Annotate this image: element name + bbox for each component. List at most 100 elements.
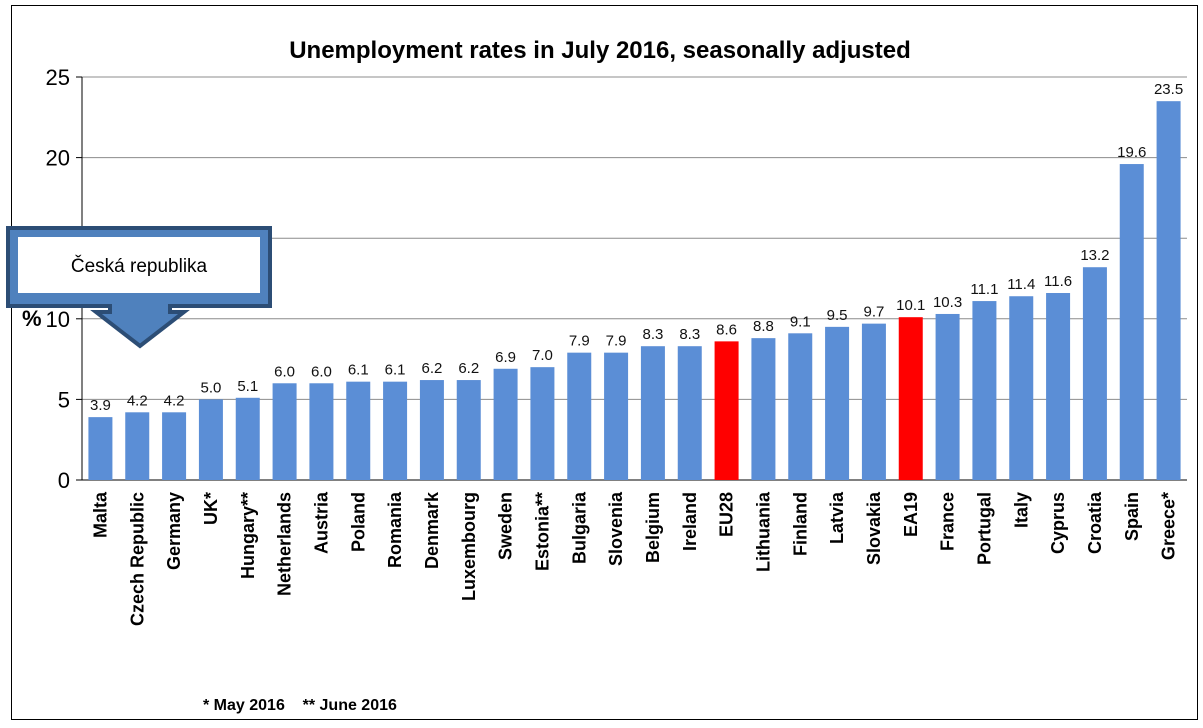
bar-malta xyxy=(88,417,113,480)
bar-croatia xyxy=(1082,267,1107,480)
chart-title: Unemployment rates in July 2016, seasona… xyxy=(289,37,911,64)
bar-netherlands xyxy=(272,383,297,480)
bar-slovenia xyxy=(604,352,629,480)
bar-ireland xyxy=(677,346,702,480)
bar-denmark xyxy=(419,380,444,480)
data-label: 4.2 xyxy=(164,392,185,409)
bar-france xyxy=(935,313,960,480)
bar-spain xyxy=(1119,164,1144,480)
bar-finland xyxy=(788,333,813,480)
x-tick-label: Malta xyxy=(90,491,110,538)
x-tick-label: Belgium xyxy=(643,492,663,563)
data-label: 6.0 xyxy=(274,363,295,380)
x-tick-label: Portugal xyxy=(974,492,994,565)
x-tick-label: Lithuania xyxy=(753,491,773,572)
x-tick-label: Latvia xyxy=(827,491,847,544)
data-label: 6.1 xyxy=(348,362,369,379)
x-tick-label: EU28 xyxy=(717,492,737,537)
data-label: 6.1 xyxy=(385,362,406,379)
x-tick-label: Italy xyxy=(1011,492,1031,528)
x-tick-label: Germany xyxy=(164,492,184,570)
x-tick-label: Romania xyxy=(385,491,405,568)
bar-portugal xyxy=(972,301,997,480)
bars xyxy=(88,101,1181,481)
data-label: 8.3 xyxy=(679,326,700,343)
bar-poland xyxy=(346,381,371,480)
y-tick-label: 25 xyxy=(46,65,70,90)
bar-greece xyxy=(1156,101,1181,481)
y-axis-label: % xyxy=(22,306,42,331)
data-label: 8.3 xyxy=(642,326,663,343)
data-label: 19.6 xyxy=(1117,144,1146,161)
bar-slovakia xyxy=(861,323,886,480)
data-label: 9.7 xyxy=(863,304,884,321)
data-label: 11.6 xyxy=(1044,273,1072,290)
data-label: 5.1 xyxy=(237,378,258,395)
x-tick-label: Slovenia xyxy=(606,491,626,566)
chart-frame xyxy=(11,5,1198,720)
x-tick-label: Cyprus xyxy=(1048,492,1068,554)
x-tick-label: Netherlands xyxy=(275,492,295,596)
data-label: 7.9 xyxy=(569,333,590,350)
data-label: 9.5 xyxy=(827,307,848,324)
data-label: 10.3 xyxy=(933,294,962,311)
bar-cyprus xyxy=(1046,293,1071,480)
x-tick-label: EA19 xyxy=(901,492,921,537)
data-label: 3.9 xyxy=(90,397,111,414)
bar-belgium xyxy=(640,346,665,480)
x-tick-label: Hungary** xyxy=(238,492,258,579)
x-tick-label: Poland xyxy=(348,492,368,552)
data-label: 6.9 xyxy=(495,349,516,366)
bar-ea19 xyxy=(898,317,923,480)
data-label: 5.0 xyxy=(200,379,221,396)
x-tick-label: Sweden xyxy=(496,492,516,560)
data-label: 23.5 xyxy=(1154,81,1183,98)
x-tick-label: Ireland xyxy=(680,492,700,551)
bar-lithuania xyxy=(751,338,776,480)
bar-bulgaria xyxy=(567,352,592,480)
x-tick-label: Greece* xyxy=(1159,492,1179,560)
data-labels: 3.9 4.2 4.2 5.0 5.1 6.0 6.0 6.1 6.1 6.2 6.2 6.9 7.0 7… xyxy=(90,81,1183,414)
footnote: * May 2016 ** June 2016 xyxy=(203,697,397,714)
callout-label: Česká republika xyxy=(71,255,208,277)
data-label: 6.2 xyxy=(421,360,442,377)
x-tick-label: Estonia** xyxy=(532,492,552,571)
bar-hungary xyxy=(235,397,260,480)
x-tick-label: Slovakia xyxy=(864,491,884,565)
y-tick-label: 0 xyxy=(58,468,70,493)
x-tick-label: Denmark xyxy=(422,491,442,569)
x-tick-label: Finland xyxy=(790,492,810,556)
y-tick-label: 20 xyxy=(46,146,70,171)
x-tick-labels: Malta Czech Republic Germany UK* Hungary** Ne… xyxy=(90,491,1178,626)
data-label: 6.0 xyxy=(311,363,332,380)
bar-italy xyxy=(1009,296,1034,480)
y-tick-label: 10 xyxy=(46,307,70,332)
data-label: 10.1 xyxy=(896,297,925,314)
bar-austria xyxy=(309,383,334,480)
data-label: 7.9 xyxy=(606,333,627,350)
x-tick-label: Czech Republic xyxy=(127,492,147,626)
x-tick-label: Croatia xyxy=(1085,491,1105,554)
bar-estonia xyxy=(530,367,555,480)
x-tick-label: Luxembourg xyxy=(459,492,479,601)
x-tick-label: Austria xyxy=(311,491,331,554)
bar-latvia xyxy=(825,326,850,480)
data-label: 4.2 xyxy=(127,392,148,409)
x-tick-label: UK* xyxy=(201,492,221,525)
data-label: 11.4 xyxy=(1007,276,1035,293)
x-tick-label: Bulgaria xyxy=(569,491,589,564)
callout-cesk-republika: Česká republika xyxy=(6,226,272,349)
bar-germany xyxy=(162,412,187,480)
bar-eu28 xyxy=(714,341,739,480)
grid-lines xyxy=(82,76,1187,400)
x-tick-label: France xyxy=(938,492,958,551)
bar-romania xyxy=(383,381,408,480)
data-label: 8.6 xyxy=(716,321,737,338)
callout-label-box xyxy=(18,237,260,293)
x-tick-label: Spain xyxy=(1122,492,1142,541)
bar-sweden xyxy=(493,368,518,480)
data-label: 13.2 xyxy=(1080,247,1109,264)
data-label: 6.2 xyxy=(458,360,479,377)
data-label: 8.8 xyxy=(753,318,774,335)
bar-czech-republic xyxy=(125,412,150,480)
